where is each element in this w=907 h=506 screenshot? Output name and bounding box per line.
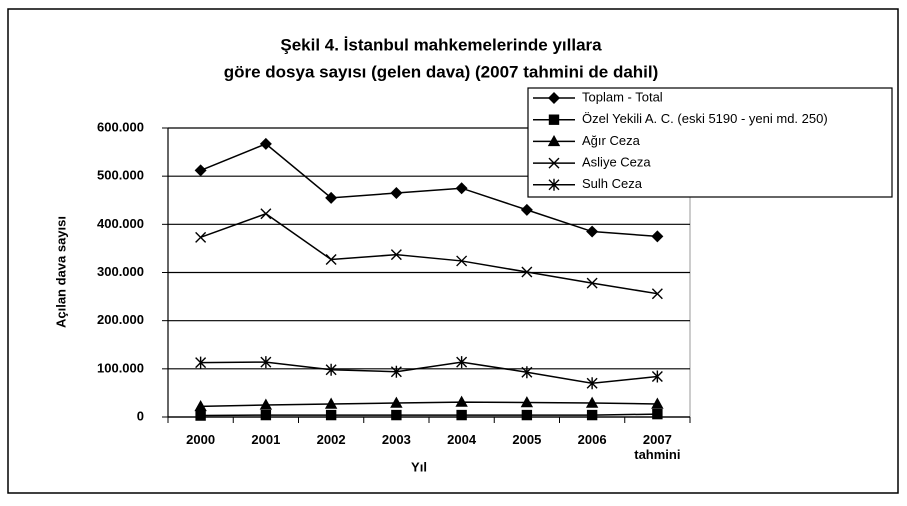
y-tick-label: 500.000 — [97, 168, 144, 183]
marker — [194, 164, 207, 177]
x-tick-label: 2004 — [447, 432, 477, 447]
y-axis-label: Açılan dava sayısı — [53, 216, 68, 328]
marker — [651, 370, 663, 383]
marker — [521, 266, 533, 278]
marker — [456, 255, 468, 267]
y-tick-label: 400.000 — [97, 216, 144, 231]
marker — [520, 396, 534, 408]
frame — [7, 8, 899, 494]
marker — [390, 187, 403, 200]
marker — [547, 134, 561, 147]
x-axis-label: Yıl — [411, 459, 427, 474]
marker — [548, 114, 560, 125]
marker — [260, 208, 272, 220]
chart-title: göre dosya sayısı (gelen dava) (2007 tah… — [224, 62, 659, 81]
marker — [521, 409, 533, 421]
legend: Toplam - Total Özel Yekili A. C. (eski 51… — [527, 87, 893, 198]
x-tick-label: 2000 — [186, 432, 216, 447]
marker — [325, 409, 337, 421]
legend-label: Ağır Ceza — [582, 133, 641, 148]
marker — [390, 396, 403, 408]
marker — [260, 409, 272, 421]
x-tick-label: 2003 — [381, 432, 411, 447]
legend-label: Asliye Ceza — [582, 155, 651, 170]
marker — [325, 363, 337, 376]
series-line — [200, 212, 658, 295]
marker — [652, 408, 663, 420]
marker — [651, 288, 663, 300]
marker — [455, 395, 468, 407]
marker — [586, 409, 598, 421]
series-line — [200, 413, 658, 417]
marker — [390, 249, 402, 261]
y-tick-label: 600.000 — [97, 119, 144, 134]
marker — [455, 182, 468, 195]
marker — [456, 409, 467, 421]
marker — [586, 377, 598, 390]
legend-label: Sulh Ceza — [582, 176, 643, 191]
x-tick-label: 2007 tahmini — [634, 432, 681, 462]
x-tick-label: 2001 — [251, 432, 281, 447]
series-line — [200, 361, 658, 385]
y-tick-label: 200.000 — [97, 312, 144, 327]
marker — [194, 399, 207, 412]
chart-title: Şekil 4. İstanbul mahkemelerinde yıllara — [280, 35, 602, 54]
marker — [651, 397, 664, 409]
legend-label: Özel Yekili A. C. (eski 5190 - yeni md. … — [582, 111, 828, 126]
marker — [259, 137, 272, 150]
marker — [325, 191, 338, 204]
series-line — [200, 143, 658, 238]
marker — [195, 231, 207, 243]
marker — [548, 92, 560, 104]
marker — [585, 396, 599, 408]
y-tick-label: 100.000 — [97, 360, 144, 375]
y-tick-label: 300.000 — [97, 264, 144, 279]
marker — [195, 356, 207, 369]
legend-label: Toplam - Total — [582, 89, 663, 104]
marker — [520, 203, 533, 216]
marker — [325, 254, 337, 265]
marker — [195, 410, 206, 421]
x-tick-label: 2006 — [577, 432, 607, 447]
marker — [260, 356, 272, 369]
marker — [259, 398, 273, 410]
marker — [651, 230, 664, 243]
marker — [324, 397, 338, 409]
marker — [586, 277, 598, 289]
marker — [521, 366, 533, 379]
marker — [548, 157, 560, 169]
x-tick-label: 2002 — [316, 432, 346, 447]
legend-box — [527, 87, 893, 198]
x-tick-label: 2005 — [512, 432, 542, 447]
marker — [391, 409, 402, 421]
marker — [586, 225, 599, 238]
marker — [548, 178, 560, 191]
marker — [456, 356, 468, 369]
marker — [390, 365, 402, 378]
y-tick-label: 0 — [137, 408, 144, 423]
series-line — [200, 401, 658, 408]
